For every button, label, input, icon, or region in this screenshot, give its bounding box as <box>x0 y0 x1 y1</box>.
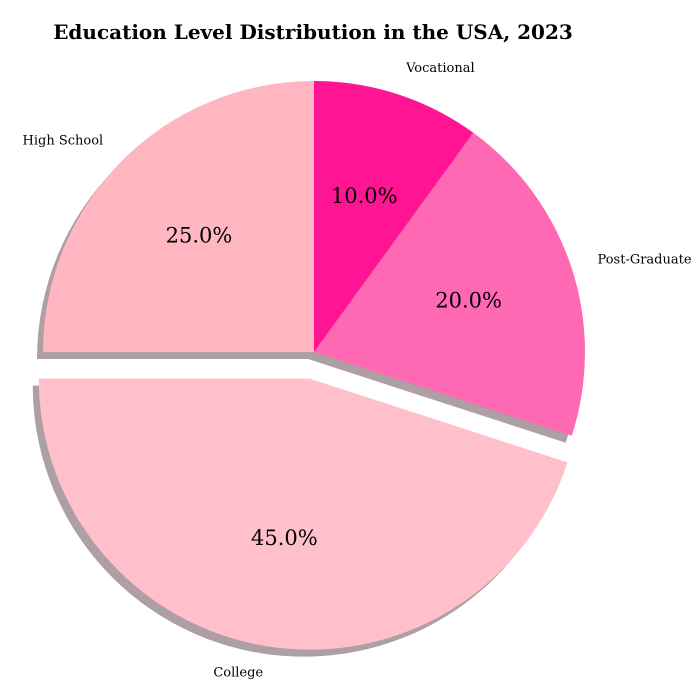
pie-slice-high-school <box>43 81 314 352</box>
slice-label-high-school: High School <box>23 134 104 149</box>
pct-label-high-school: 25.0% <box>166 224 233 248</box>
chart-title: Education Level Distribution in the USA,… <box>53 20 573 44</box>
slice-label-vocational: Vocational <box>405 61 475 76</box>
pie-slice-vocational <box>314 81 474 352</box>
pct-label-vocational: 10.0% <box>331 184 398 208</box>
slice-label-post-graduate: Post-Graduate <box>598 252 692 267</box>
label-layer: Vocational 10.0% Post-Graduate 20.0% College… <box>23 61 692 681</box>
slice-layer <box>38 81 586 650</box>
pie-slice-post-graduate <box>314 132 586 436</box>
pct-label-college: 45.0% <box>251 526 318 550</box>
pie-slice-college <box>38 378 568 650</box>
pct-label-post-graduate: 20.0% <box>435 288 502 312</box>
slice-label-college: College <box>213 666 263 681</box>
